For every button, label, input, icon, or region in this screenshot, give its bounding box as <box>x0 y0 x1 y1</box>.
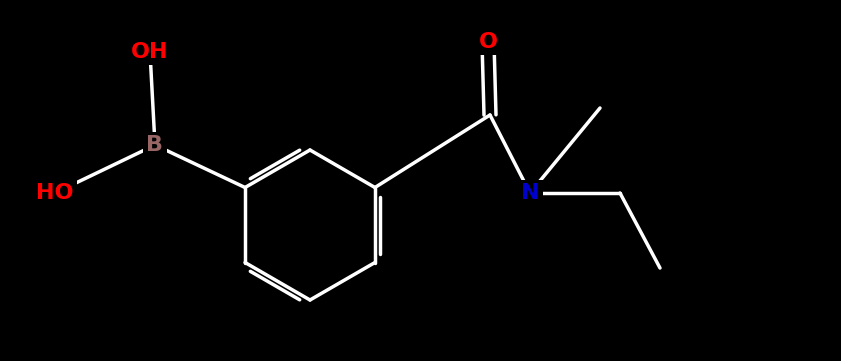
Text: HO: HO <box>36 183 74 203</box>
Text: O: O <box>479 32 498 52</box>
Text: OH: OH <box>131 42 169 62</box>
Text: N: N <box>521 183 539 203</box>
Text: B: B <box>146 135 163 155</box>
